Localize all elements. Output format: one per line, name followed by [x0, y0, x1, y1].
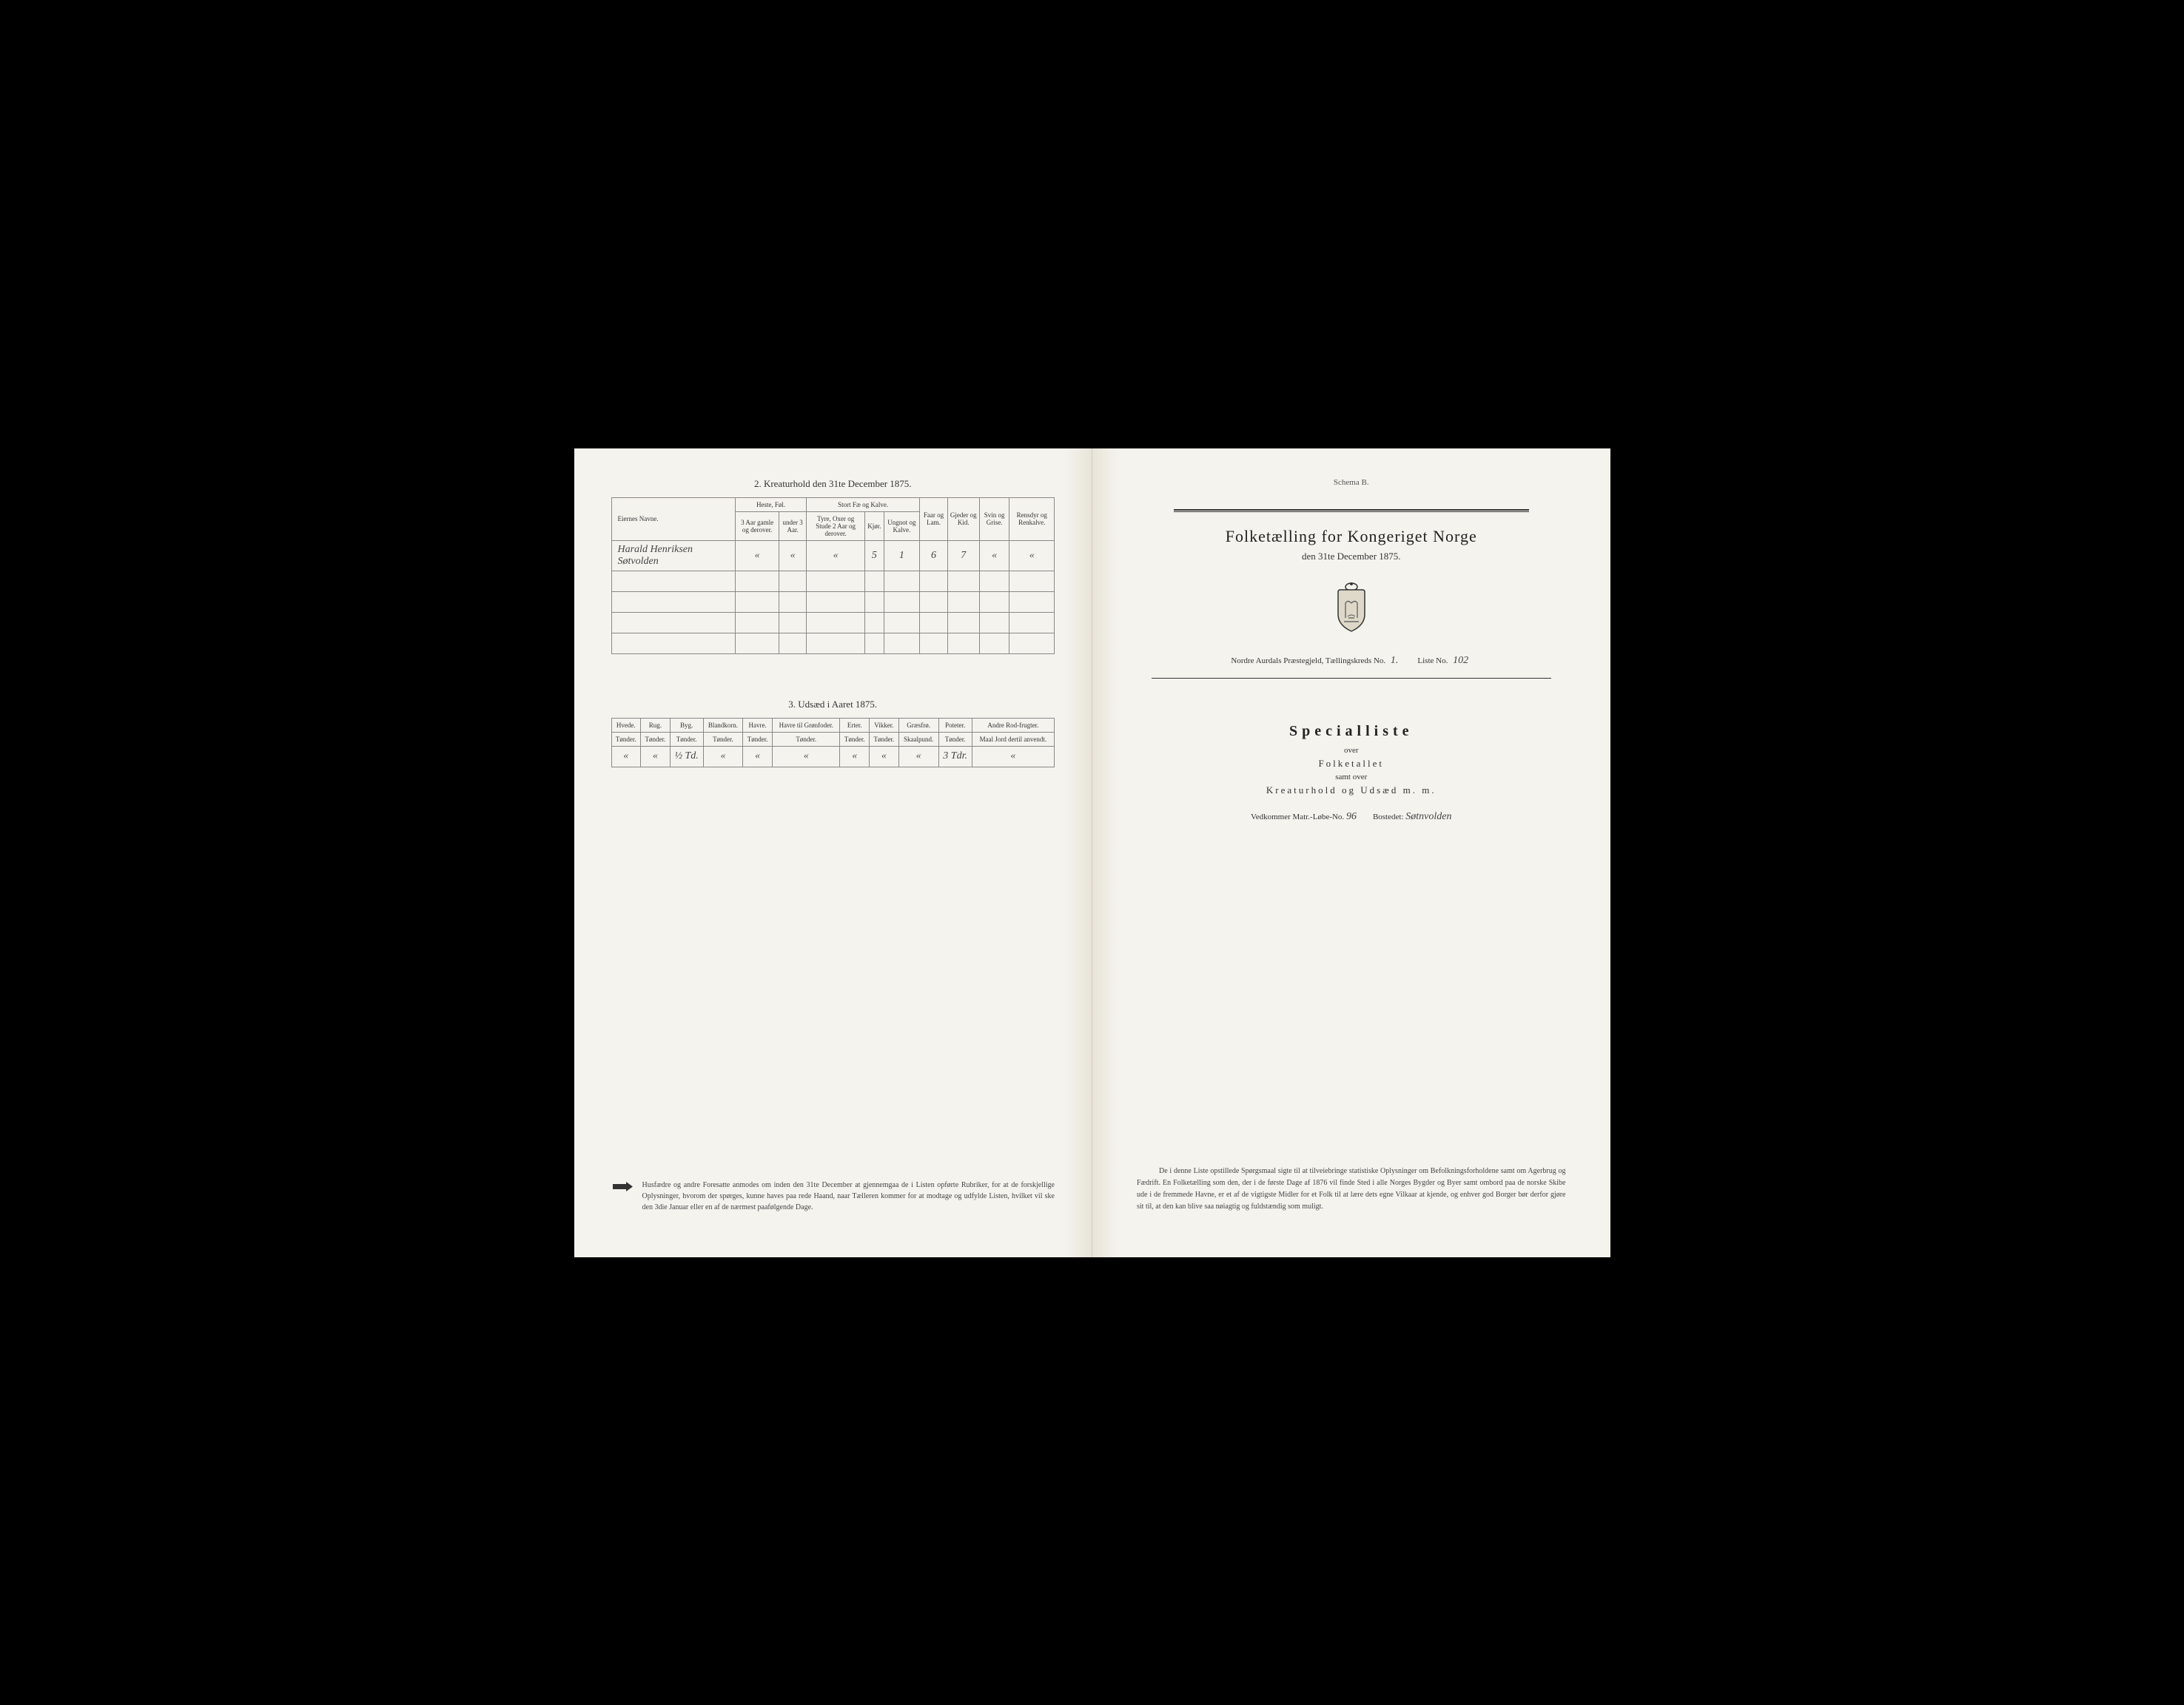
- right-page: Schema B. Folketælling for Kongeriget No…: [1092, 448, 1610, 1257]
- th-gjeder: Gjeder og Kid.: [947, 497, 979, 540]
- th-unit: Tønder.: [611, 732, 641, 746]
- subtitle-date: den 31te December 1875.: [1129, 551, 1573, 562]
- th-erter: Erter.: [840, 718, 870, 732]
- th-unit-maal: Maal Jord dertil anvendt.: [972, 732, 1054, 746]
- th-svin: Svin og Grise.: [979, 497, 1009, 540]
- cell: 6: [920, 540, 947, 571]
- th-unit: Tønder.: [670, 732, 703, 746]
- samt-label: samt over: [1129, 773, 1573, 781]
- table2-row-empty: [611, 591, 1055, 612]
- divider: [1152, 678, 1551, 679]
- over-label: over: [1129, 746, 1573, 755]
- cell: «: [743, 746, 773, 767]
- th-stort-group: Stort Fæ og Kalve.: [807, 497, 920, 511]
- th-rensdyr: Rensdyr og Renkalve.: [1009, 497, 1055, 540]
- th-stort-b: Kjør.: [865, 511, 884, 540]
- matr-no: 96: [1346, 811, 1357, 822]
- table3-udsaed: Hvede. Rug. Byg. Blandkorn. Havre. Havre…: [611, 718, 1055, 767]
- cell: 7: [947, 540, 979, 571]
- th-unit: Tønder.: [938, 732, 972, 746]
- th-rug: Rug.: [641, 718, 671, 732]
- th-unit: Tønder.: [703, 732, 743, 746]
- th-blandkorn: Blandkorn.: [703, 718, 743, 732]
- th-unit: Tønder.: [772, 732, 839, 746]
- title-rule: [1174, 509, 1529, 512]
- special-title: Specialliste: [1129, 723, 1573, 740]
- cell: «: [1009, 540, 1055, 571]
- table3-title: 3. Udsæd i Aaret 1875.: [611, 699, 1055, 710]
- right-footer-text: De i denne Liste opstillede Spørgsmaal s…: [1137, 1166, 1566, 1213]
- th-stort-a: Tyre, Oxer og Stude 2 Aar og derover.: [807, 511, 865, 540]
- cell: «: [972, 746, 1054, 767]
- cell: «: [870, 746, 899, 767]
- cell: «: [703, 746, 743, 767]
- th-havre: Havre.: [743, 718, 773, 732]
- cell: «: [772, 746, 839, 767]
- th-vikker: Vikker.: [870, 718, 899, 732]
- th-andre: Andre Rod-frugter.: [972, 718, 1054, 732]
- coat-of-arms-icon: [1129, 581, 1573, 633]
- left-page: 2. Kreaturhold den 31te December 1875. E…: [574, 448, 1093, 1257]
- th-heste-group: Heste, Føl.: [736, 497, 807, 511]
- th-havre-gron: Havre til Grønfoder.: [772, 718, 839, 732]
- matr-label: Vedkommer Matr.-Løbe-No.: [1251, 813, 1344, 821]
- cell: ½ Td.: [670, 746, 703, 767]
- cell: «: [779, 540, 807, 571]
- cell: «: [736, 540, 779, 571]
- parish-line: Nordre Aurdals Præstegjeld, Tællingskred…: [1129, 655, 1573, 667]
- bosted-value: Søtnvolden: [1405, 811, 1451, 822]
- cell: «: [840, 746, 870, 767]
- parish-no: 1.: [1391, 655, 1399, 666]
- table3-wrapper: 3. Udsæd i Aaret 1875. Hvede. Rug. Byg. …: [611, 699, 1055, 767]
- cell: 5: [865, 540, 884, 571]
- parish-prefix: Nordre Aurdals Præstegjeld, Tællingskred…: [1231, 656, 1385, 665]
- pointing-hand-icon: [611, 1181, 634, 1192]
- th-byg: Byg.: [670, 718, 703, 732]
- table2-row-empty: [611, 571, 1055, 591]
- cell: «: [807, 540, 865, 571]
- table2-row-empty: [611, 612, 1055, 633]
- th-poteter: Poteter.: [938, 718, 972, 732]
- liste-no: 102: [1453, 655, 1468, 666]
- document-spread: 2. Kreaturhold den 31te December 1875. E…: [574, 448, 1610, 1257]
- cell: «: [898, 746, 938, 767]
- liste-label: Liste No.: [1417, 656, 1448, 665]
- th-stort-c: Ungnot og Kalve.: [884, 511, 920, 540]
- cell: «: [979, 540, 1009, 571]
- cell: 1: [884, 540, 920, 571]
- matr-line: Vedkommer Matr.-Løbe-No. 96 Bostedet: Sø…: [1129, 811, 1573, 823]
- th-unit: Tønder.: [840, 732, 870, 746]
- cell: «: [611, 746, 641, 767]
- th-unit: Tønder.: [743, 732, 773, 746]
- th-faar: Faar og Lam.: [920, 497, 947, 540]
- th-heste-a: 3 Aar gamle og derover.: [736, 511, 779, 540]
- left-footer-note: Husfædre og andre Foresatte anmodes om i…: [611, 1180, 1055, 1213]
- schema-label: Schema B.: [1129, 478, 1573, 487]
- folketallet-label: Folketallet: [1129, 758, 1573, 770]
- th-unit: Tønder.: [641, 732, 671, 746]
- cell: 3 Tdr.: [938, 746, 972, 767]
- table2-kreaturhold: Eiernes Navne. Heste, Føl. Stort Fæ og K…: [611, 497, 1055, 654]
- table2-row-empty: [611, 633, 1055, 653]
- kreaturhold-label: Kreaturhold og Udsæd m. m.: [1129, 784, 1573, 796]
- th-grasfro: Græsfrø.: [898, 718, 938, 732]
- table2-row: Harald Henriksen Søtvolden « « « 5 1 6 7…: [611, 540, 1055, 571]
- th-unit-skaal: Skaalpund.: [898, 732, 938, 746]
- cell: «: [641, 746, 671, 767]
- left-footer-text: Husfædre og andre Foresatte anmodes om i…: [642, 1180, 1055, 1213]
- th-hvede: Hvede.: [611, 718, 641, 732]
- main-title: Folketælling for Kongeriget Norge: [1129, 527, 1573, 546]
- bosted-label: Bostedet:: [1373, 813, 1404, 821]
- table2-title: 2. Kreaturhold den 31te December 1875.: [611, 478, 1055, 490]
- th-heste-b: under 3 Aar.: [779, 511, 807, 540]
- cell-name: Harald Henriksen Søtvolden: [611, 540, 736, 571]
- th-name: Eiernes Navne.: [611, 497, 736, 540]
- th-unit: Tønder.: [870, 732, 899, 746]
- table3-row: « « ½ Td. « « « « « « 3 Tdr. «: [611, 746, 1055, 767]
